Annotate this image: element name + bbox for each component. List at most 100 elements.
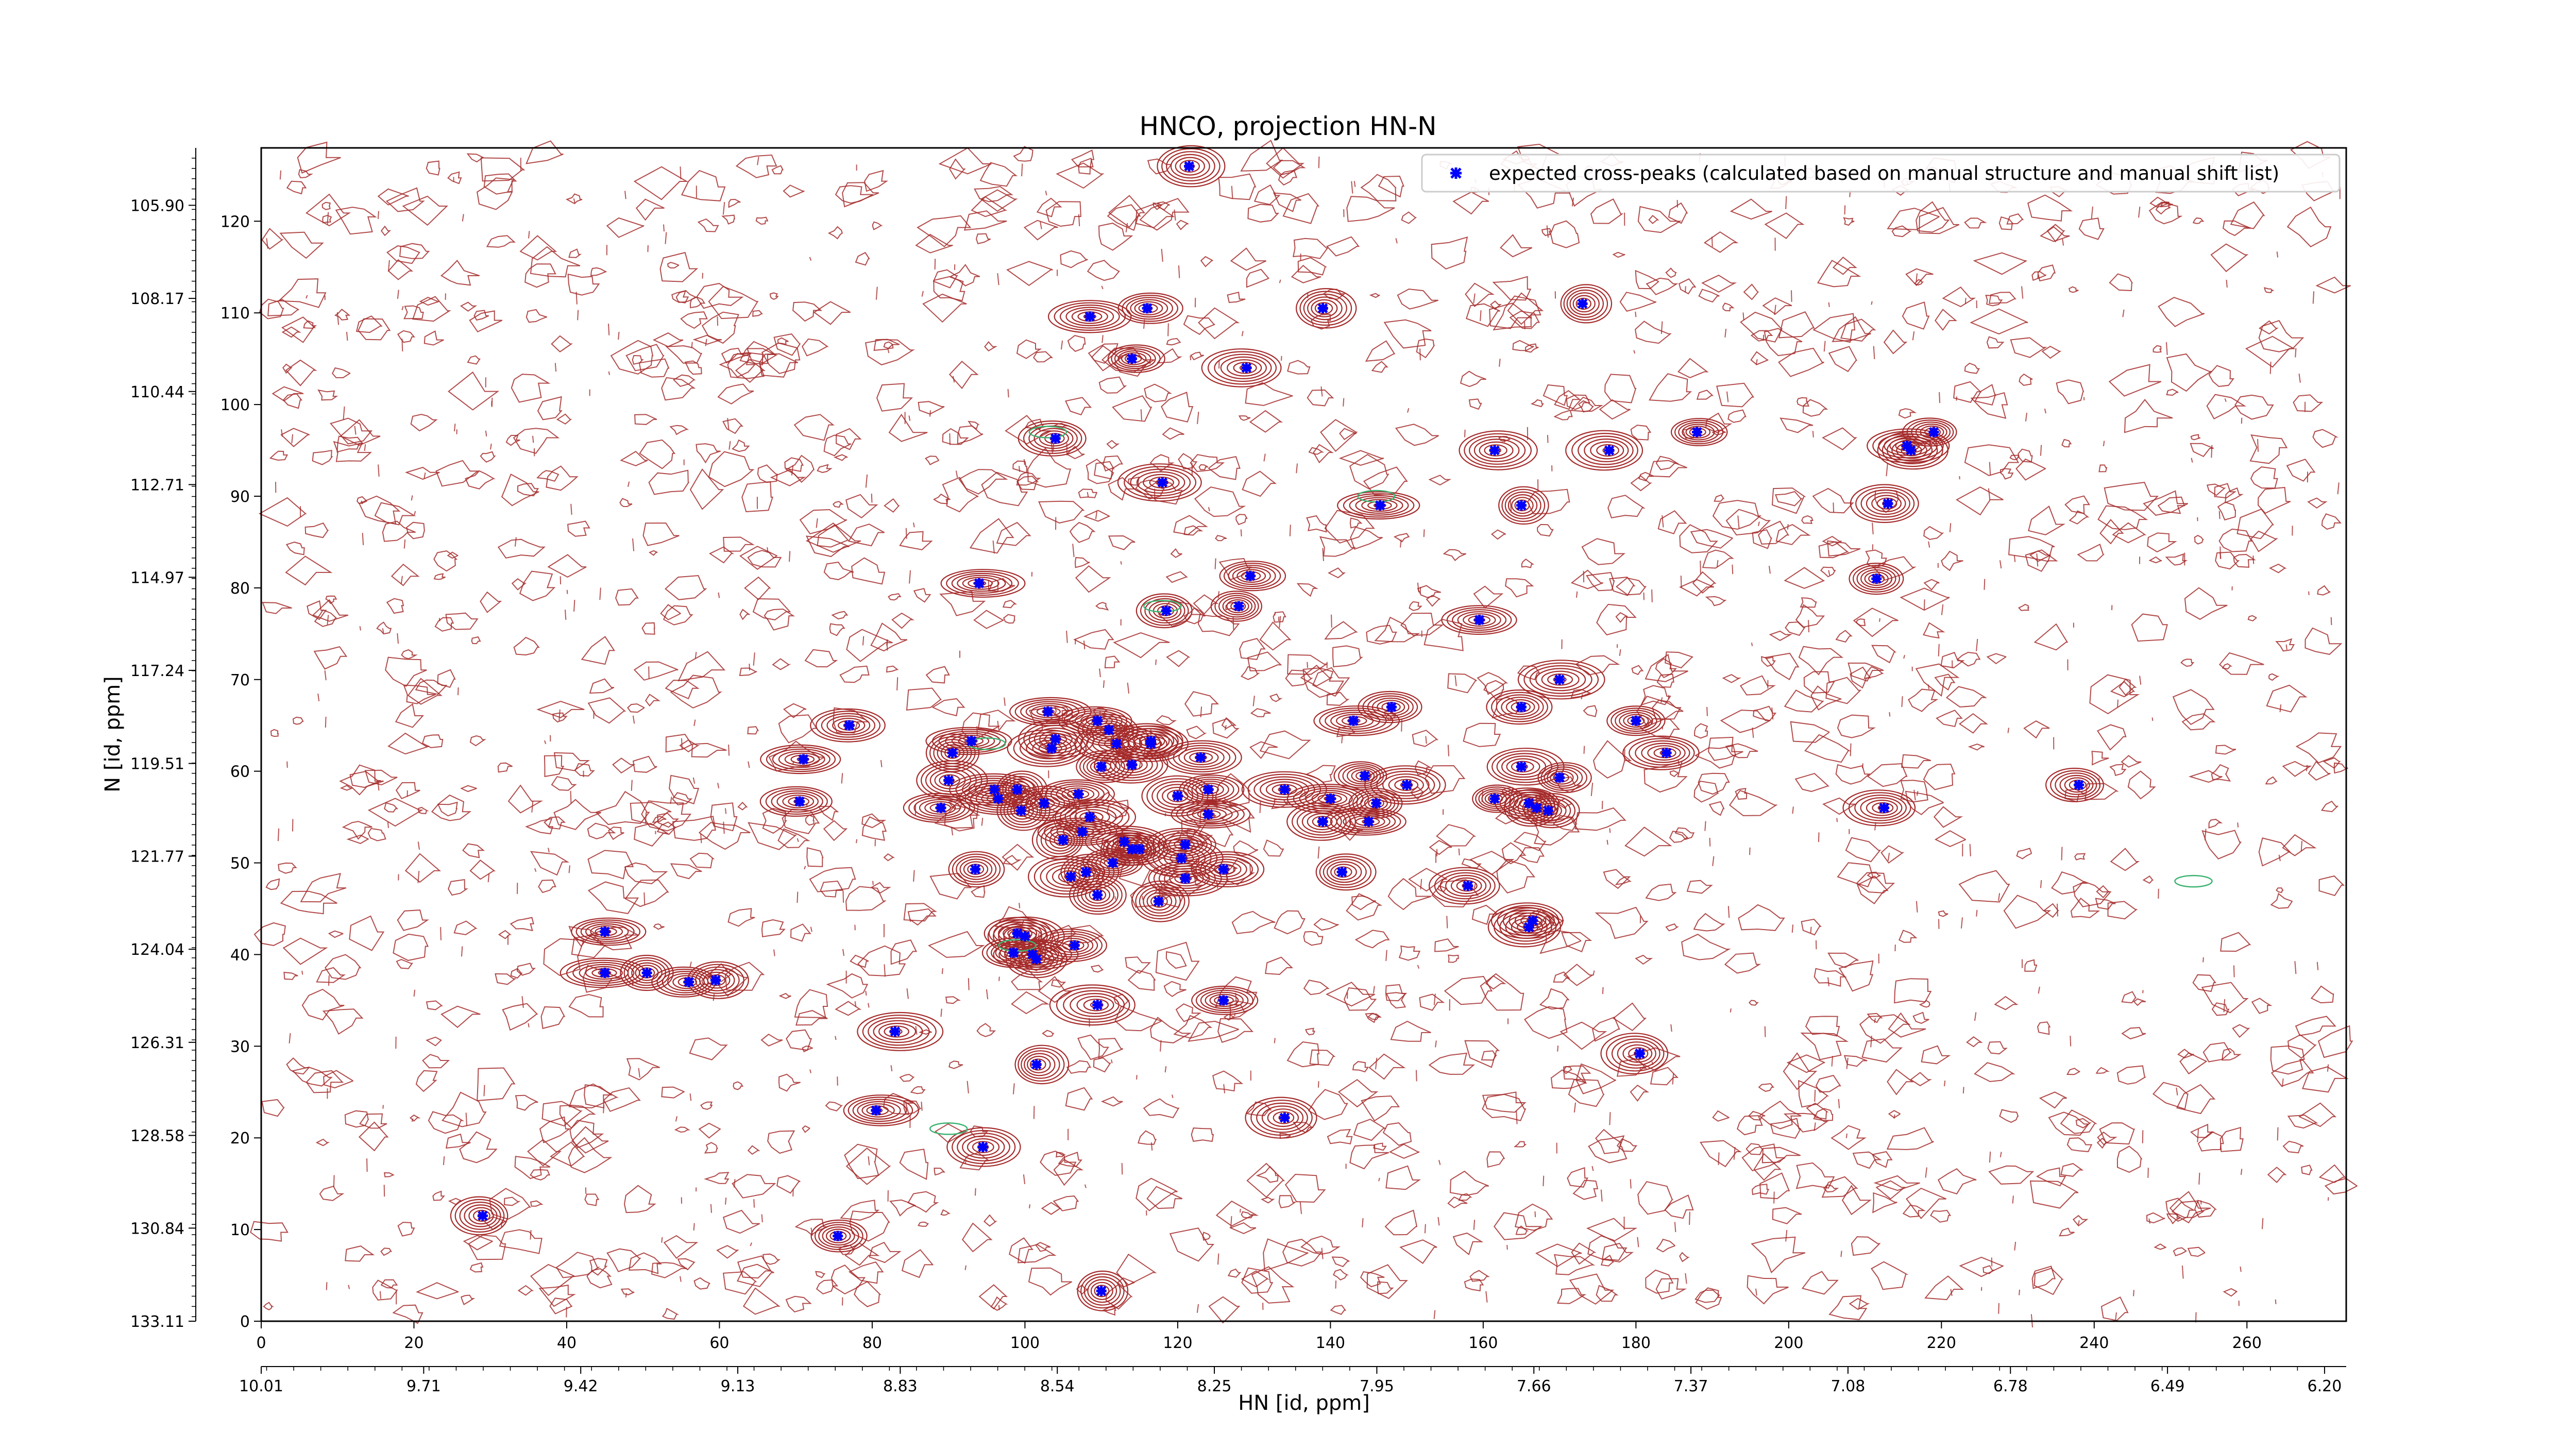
peak-contour — [1049, 831, 1073, 849]
x-index-tick-label: 180 — [1621, 1334, 1651, 1352]
noise-contour — [1752, 1184, 1770, 1195]
noise-contour — [1550, 220, 1580, 248]
cross-peak-marker — [1474, 615, 1485, 626]
noise-contour — [530, 246, 581, 278]
noise-contour — [633, 661, 679, 681]
noise-contour-dash — [1886, 463, 1888, 477]
noise-contour-dash — [1964, 298, 1967, 304]
peak-contour — [1511, 761, 1534, 773]
noise-contour — [403, 305, 424, 319]
cross-peak-marker — [1577, 298, 1588, 309]
noise-contour — [755, 216, 769, 225]
noise-contour — [527, 1139, 562, 1167]
noise-contour — [333, 441, 372, 462]
noise-contour-dash — [361, 500, 363, 504]
peak-contour — [1176, 802, 1245, 827]
noise-contour — [1679, 579, 1715, 597]
noise-contour — [735, 359, 766, 383]
noise-contour — [1366, 625, 1397, 645]
noise-contour-dash — [796, 891, 799, 903]
noise-contour-dash — [1941, 604, 1944, 615]
noise-contour — [1429, 840, 1452, 855]
peak-contour — [1195, 783, 1224, 797]
noise-contour — [419, 296, 439, 306]
noise-contour — [1326, 692, 1350, 706]
noise-contour-dash — [457, 687, 459, 696]
noise-contour — [942, 477, 979, 513]
noise-contour — [380, 225, 392, 237]
noise-contour — [2148, 556, 2162, 564]
peak-contour — [778, 750, 825, 768]
peak-contour — [1056, 785, 1100, 803]
noise-contour — [263, 1302, 274, 1310]
noise-contour — [2192, 974, 2216, 992]
noise-contour — [2287, 1115, 2318, 1129]
noise-contour — [540, 1006, 566, 1030]
noise-contour — [1219, 808, 1255, 833]
x-ppm-tick-label: 6.20 — [2308, 1377, 2342, 1395]
noise-contour — [397, 909, 429, 931]
noise-contour — [679, 739, 700, 753]
peak-contour — [1200, 856, 1253, 883]
cross-peak-marker — [1463, 881, 1473, 891]
peak-contour — [1615, 710, 1657, 732]
noise-contour-dash — [2312, 291, 2315, 304]
noise-contour — [1093, 1057, 1111, 1073]
noise-contour — [1292, 238, 1329, 259]
y-ppm-tick-label: 112.71 — [130, 476, 184, 494]
noise-contour — [1694, 745, 1736, 769]
peak-contour — [1033, 428, 1074, 449]
noise-contour — [1910, 1072, 1933, 1087]
noise-contour — [612, 757, 636, 774]
noise-contour — [1513, 1141, 1527, 1148]
peak-contour — [1056, 937, 1089, 953]
peak-contour — [1364, 765, 1446, 805]
noise-contour — [1871, 1261, 1909, 1290]
noise-contour — [463, 1235, 493, 1251]
noise-contour-dash — [2044, 408, 2046, 414]
noise-contour-dash — [1331, 614, 1332, 628]
cross-peak-marker — [1363, 816, 1374, 827]
peak-contour — [1021, 1050, 1060, 1079]
noise-contour — [1016, 339, 1042, 359]
noise-contour — [328, 930, 344, 938]
peak-contour — [873, 1020, 923, 1043]
noise-contour — [1851, 1236, 1881, 1256]
peak-contour — [1563, 287, 1608, 321]
peak-contour — [852, 1099, 907, 1122]
cross-peak-marker — [1092, 1000, 1103, 1010]
noise-contour — [1643, 761, 1688, 793]
noise-contour-dash — [1296, 463, 1298, 474]
peak-contour — [1295, 288, 1357, 329]
noise-contour — [2008, 536, 2055, 562]
noise-contour — [2109, 273, 2133, 291]
noise-contour — [387, 259, 414, 280]
noise-contour — [1383, 319, 1432, 349]
noise-contour-dash — [1724, 328, 1727, 338]
noise-contour — [2091, 751, 2109, 766]
peak-contour — [1492, 750, 1558, 783]
cross-peak-marker — [1543, 805, 1553, 816]
peak-contour — [1498, 486, 1549, 525]
noise-contour — [584, 1193, 600, 1206]
noise-contour — [1786, 1054, 1825, 1073]
noise-contour — [1630, 1084, 1650, 1102]
noise-contour — [1028, 1267, 1072, 1296]
peak-contour — [1029, 1058, 1046, 1071]
noise-contour — [670, 675, 722, 709]
noise-contour — [1251, 1266, 1295, 1304]
noise-contour — [547, 554, 587, 578]
noise-contour — [2295, 1016, 2336, 1036]
peak-contour — [1071, 309, 1108, 324]
noise-contour — [1863, 666, 1884, 680]
noise-contour — [2166, 353, 2213, 392]
noise-contour — [870, 882, 892, 894]
noise-contour — [1988, 1165, 2035, 1185]
noise-contour — [1350, 526, 1383, 550]
noise-contour — [716, 1245, 739, 1259]
noise-contour — [1505, 578, 1534, 598]
noise-contour-dash — [1375, 1057, 1378, 1070]
noise-contour — [448, 371, 500, 411]
noise-contour — [1125, 956, 1151, 974]
noise-contour — [1737, 1115, 1763, 1136]
